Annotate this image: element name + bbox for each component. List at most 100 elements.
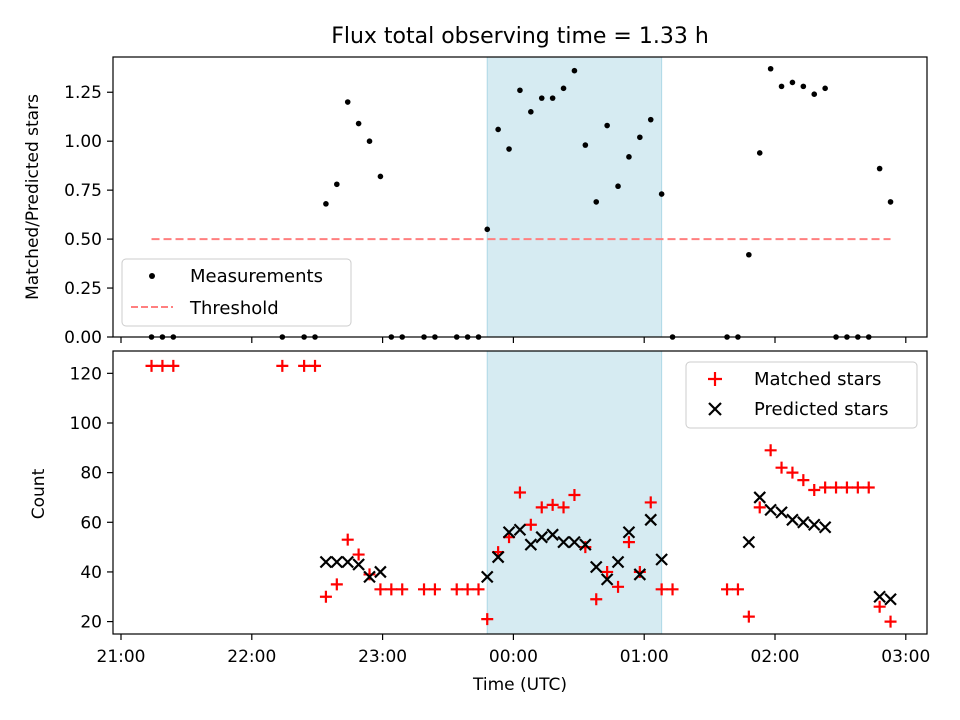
- matched-star-point: [557, 501, 570, 514]
- matched-star-point: [786, 466, 799, 479]
- matched-star-point: [601, 565, 614, 578]
- measurement-point: [647, 116, 654, 123]
- legend-box-top: [121, 258, 352, 327]
- matched-star-point: [655, 583, 668, 596]
- predicted-star-point: [557, 535, 570, 549]
- matched-star-point: [840, 481, 853, 494]
- predicted-star-point: [589, 560, 603, 574]
- measurement-point: [484, 226, 491, 233]
- matched-star-point: [612, 580, 625, 593]
- measurement-point: [517, 87, 523, 94]
- matched-star-point: [797, 474, 810, 487]
- measurement-point: [615, 183, 621, 190]
- matched-star-point: [764, 444, 777, 457]
- measurement-point: [593, 199, 600, 205]
- predicted-star-point: [742, 535, 756, 549]
- matched-star-point: [472, 583, 485, 596]
- x-tick-label: 02:00: [751, 647, 800, 667]
- predicted-star-point: [568, 535, 581, 549]
- predicted-star-point: [775, 506, 788, 519]
- measurement-point: [582, 142, 589, 148]
- x-tick-label: 00:00: [489, 647, 538, 667]
- matched-star-point: [535, 501, 548, 514]
- measurement-point: [626, 154, 632, 160]
- measurement-point: [377, 173, 384, 180]
- y-top-tick-label: 0.50: [64, 230, 102, 250]
- predicted-star-point: [622, 525, 636, 539]
- x-tick-label: 21:00: [97, 647, 146, 667]
- predicted-star-point: [524, 538, 538, 551]
- predicted-star-point: [341, 555, 354, 569]
- matched-star-point: [513, 486, 526, 499]
- predicted-star-point: [535, 530, 549, 544]
- matched-star-point: [721, 583, 734, 596]
- measurement-point: [323, 201, 329, 207]
- measurement-point: [746, 251, 752, 258]
- measurement-point: [571, 67, 578, 74]
- matched-star-point: [363, 568, 376, 581]
- y-bottom-tick-label: 40: [80, 563, 102, 583]
- predicted-star-point: [374, 565, 387, 579]
- measurement-point: [822, 85, 828, 92]
- y-axis-label-bottom: Count: [29, 468, 49, 519]
- matched-star-point: [590, 593, 603, 606]
- measurement-point: [811, 91, 818, 98]
- predicted-stars-series: [319, 491, 897, 606]
- matched-star-point: [319, 590, 332, 603]
- x-tick-label: 01:00: [620, 647, 669, 667]
- predicted-star-point: [352, 558, 365, 571]
- matched-star-point: [644, 496, 657, 509]
- matched-star-point: [622, 536, 635, 549]
- plot-frame-top: [112, 56, 928, 338]
- legend-bottom: Matched stars Predicted stars: [685, 361, 918, 429]
- matched-star-point: [862, 481, 875, 494]
- legend-label-predicted: Predicted stars: [754, 399, 888, 420]
- measurement-point: [506, 146, 512, 152]
- y-bottom-tick-label: 60: [80, 513, 102, 533]
- y-top-tick-label: 1.00: [64, 132, 102, 152]
- y-ticks-bottom: 20 40 60 80 100 120: [70, 364, 113, 633]
- legend-marker-matched: [708, 372, 722, 386]
- x-axis-label: Time (UTC): [472, 675, 567, 695]
- legend-top: Measurements Threshold: [121, 258, 352, 327]
- y-bottom-tick-label: 80: [80, 464, 102, 484]
- matched-star-point: [742, 610, 755, 623]
- bottom-panel: Count Time (UTC) 20 40 60 80 100 120 21:00 22:…: [29, 350, 930, 695]
- matched-star-point: [481, 613, 494, 626]
- top-panel: Flux total observing time = 1.33 h Match…: [23, 24, 928, 348]
- y-bottom-tick-label: 100: [70, 414, 102, 434]
- y-top-tick-label: 0.25: [64, 279, 102, 299]
- predicted-star-point: [579, 538, 592, 551]
- matched-star-point: [873, 600, 886, 613]
- predicted-star-point: [363, 570, 376, 584]
- matched-star-point: [851, 481, 864, 494]
- y-bottom-tick-label: 20: [80, 613, 102, 633]
- predicted-star-point: [513, 523, 527, 537]
- measurement-point: [528, 109, 534, 115]
- matched-star-point: [341, 533, 354, 546]
- matched-star-point: [753, 501, 766, 514]
- legend-marker-predicted: [708, 402, 722, 416]
- predicted-star-point: [480, 570, 494, 584]
- measurement-point: [887, 199, 894, 205]
- highlight-span-top: [486, 56, 663, 338]
- matched-star-point: [309, 359, 322, 372]
- legend-box-bottom: [685, 361, 918, 429]
- predicted-star-point: [873, 590, 886, 604]
- measurement-point: [756, 150, 763, 156]
- matched-star-point: [808, 484, 821, 497]
- x-tick-label: 03:00: [881, 647, 930, 667]
- measurement-point: [495, 126, 501, 133]
- measurement-point: [344, 99, 351, 105]
- legend-label-measurements: Measurements: [190, 266, 323, 287]
- chart-title: Flux total observing time = 1.33 h: [331, 24, 709, 49]
- measurement-point: [637, 134, 643, 141]
- predicted-star-point: [491, 550, 505, 564]
- measurement-point: [538, 95, 545, 101]
- matched-star-point: [884, 615, 897, 628]
- matched-star-point: [352, 548, 365, 561]
- predicted-star-point: [600, 573, 614, 586]
- measurement-point: [658, 191, 665, 197]
- x-ticks-bottom: 21:00 22:00 23:00 00:00 01:00 02:00 03:00: [97, 634, 930, 667]
- measurement-point: [355, 120, 362, 127]
